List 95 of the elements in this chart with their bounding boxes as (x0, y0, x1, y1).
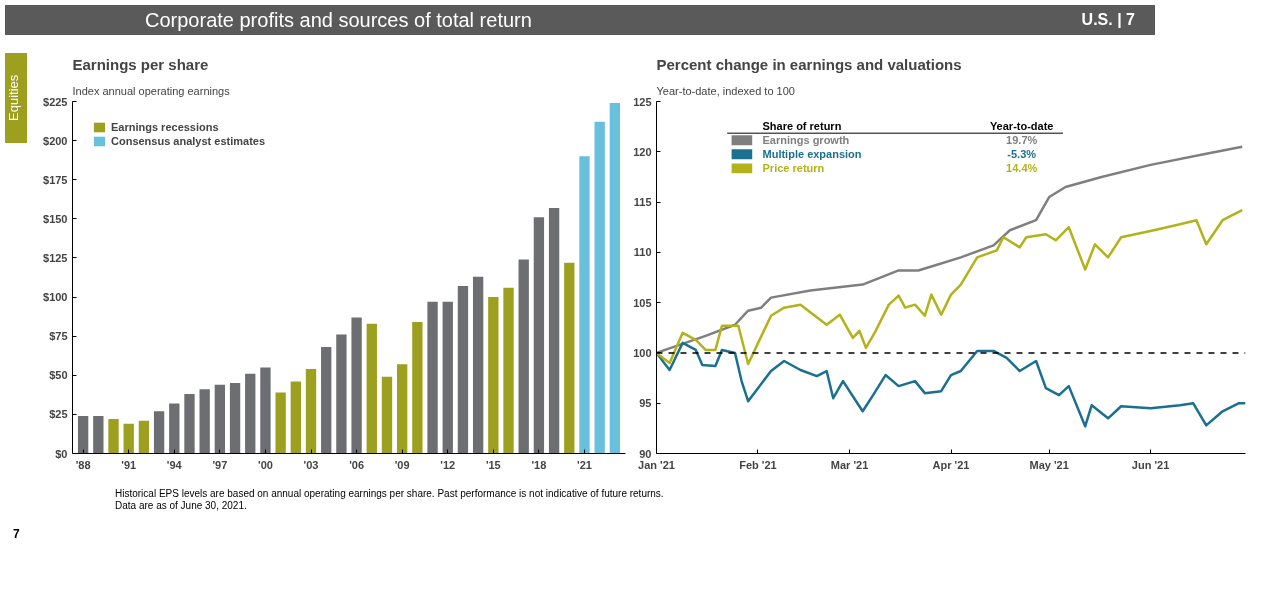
y-tick-label: $100 (43, 291, 68, 304)
y-tick-label: $0 (55, 447, 68, 460)
x-tick-label: '18 (531, 458, 547, 471)
annotation: Year-to-date (989, 120, 1054, 133)
text: Data are as of June 30, 2021. (115, 500, 247, 511)
x-tick-label: Jan '21 (638, 458, 675, 471)
bar (564, 262, 575, 454)
text: 7 (12, 526, 21, 543)
legend-label: Earnings recessions (111, 121, 219, 133)
bar (123, 423, 134, 454)
x-tick-label: '15 (485, 458, 501, 471)
x-tick-label: Apr '21 (932, 458, 970, 471)
y-tick-label: 125 (633, 95, 652, 108)
x-tick-label: '88 (75, 458, 91, 471)
bar (260, 367, 271, 454)
bar (229, 383, 241, 454)
x-tick-label: '00 (258, 458, 273, 471)
bar (275, 392, 286, 454)
bar (108, 419, 119, 454)
y-tick-label: 100 (633, 346, 652, 359)
x-tick-label: '12 (440, 458, 456, 471)
text: Corporate profits and sources of total return (145, 7, 532, 33)
y-tick-label: $75 (49, 330, 68, 343)
bar (351, 317, 362, 454)
x-tick-label: '03 (303, 458, 319, 471)
y-tick-label: 95 (639, 397, 652, 410)
x-tick-label: '94 (166, 458, 183, 471)
bar (245, 373, 256, 454)
x-tick-label: Jun '21 (1131, 458, 1170, 471)
text: Equities (5, 53, 27, 143)
legend-label: Earnings growth (762, 134, 850, 147)
bar (442, 301, 453, 454)
y-tick-label: $150 (43, 212, 68, 225)
bar (93, 415, 104, 454)
bar (533, 217, 545, 454)
bar (594, 121, 605, 454)
text: Historical EPS levels are based on annual operating earnings per share. Past performance is not indicative of future returns. (115, 488, 664, 499)
text: U.S. | 7 (1081, 9, 1135, 30)
legend-label: Multiple expansion (762, 148, 862, 161)
bar (169, 403, 180, 454)
annotation: 19.7% (1006, 134, 1038, 147)
x-tick-label: '06 (349, 458, 365, 471)
x-tick-label: '21 (577, 458, 592, 471)
chart-title: Earnings per share (72, 55, 209, 73)
y-tick-label: 115 (633, 196, 652, 209)
line-series (656, 341, 1246, 428)
y-tick-label: $225 (43, 95, 68, 108)
bar (457, 286, 469, 454)
bar (488, 297, 499, 454)
bar (138, 420, 150, 454)
bar (214, 384, 226, 454)
bar (548, 207, 560, 454)
bar (503, 287, 514, 454)
y-tick-label: $50 (49, 369, 68, 382)
bar (77, 415, 89, 454)
y-tick-label: $125 (43, 251, 68, 264)
bar (321, 347, 332, 454)
chart-title: Percent change in earnings and valuations (656, 55, 962, 73)
y-tick-label: 105 (633, 296, 652, 309)
annotation: -5.3% (1007, 148, 1037, 161)
bar (336, 334, 347, 454)
bar (397, 364, 408, 454)
bar (472, 276, 484, 454)
bar (153, 411, 165, 454)
chart-subtitle: Index annual operating earnings (72, 84, 231, 97)
legend-label: Price return (762, 162, 825, 175)
y-tick-label: $175 (43, 173, 68, 186)
x-tick-label: Mar '21 (830, 458, 869, 471)
x-tick-label: May '21 (1029, 458, 1069, 471)
x-tick-label: '97 (212, 458, 228, 471)
chart-subtitle: Year-to-date, indexed to 100 (656, 84, 795, 97)
bar (199, 389, 210, 454)
legend-title: Share of return (762, 120, 842, 133)
legend-label: Consensus analyst estimates (111, 135, 266, 147)
bar (609, 103, 621, 454)
bar (579, 156, 590, 454)
line-series (656, 145, 1244, 355)
y-tick-label: $25 (49, 408, 68, 421)
bar (518, 259, 529, 454)
bar (427, 301, 438, 454)
bar (366, 323, 377, 454)
x-tick-label: '09 (394, 458, 410, 471)
annotation: 14.4% (1006, 162, 1038, 175)
y-tick-label: 110 (633, 246, 652, 259)
line-series (656, 208, 1244, 366)
bar (305, 369, 317, 454)
y-tick-label: 90 (639, 447, 652, 460)
y-tick-label: $200 (43, 134, 68, 147)
bar (381, 376, 393, 454)
x-tick-label: '91 (121, 458, 137, 471)
bar (290, 381, 301, 454)
bar (412, 322, 423, 454)
y-tick-label: 120 (633, 145, 652, 158)
bar (184, 394, 195, 454)
x-tick-label: Feb '21 (739, 458, 777, 471)
